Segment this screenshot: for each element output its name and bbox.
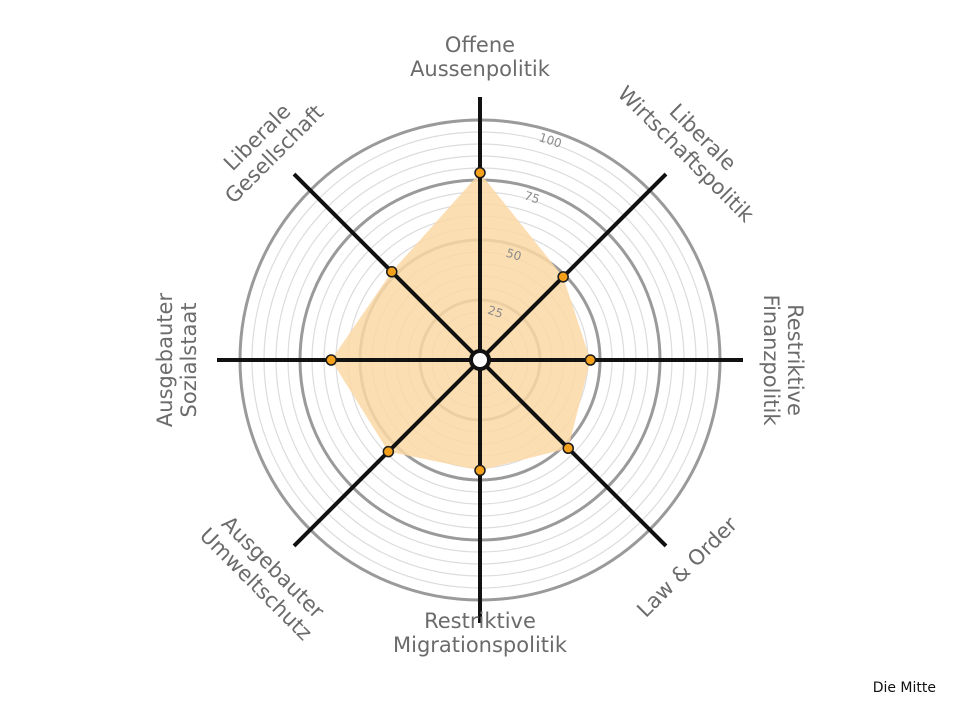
marker-2: [584, 354, 597, 366]
value-polygon: [331, 172, 591, 471]
tick-label-100: 100: [537, 130, 563, 150]
spoke-1: [478, 172, 668, 362]
tick-label-75: 75: [523, 189, 542, 207]
data-markers: [325, 167, 597, 477]
tick-labels: 25 50 75 100: [486, 130, 563, 321]
axis-label-2-line-1: Finanzpolitik: [759, 295, 783, 427]
center-hub: [469, 349, 491, 371]
axis-label-4-line-0: Restriktive: [424, 609, 536, 633]
tick-label-50: 50: [504, 246, 523, 264]
axis-label-0-line-1: Aussenpolitik: [410, 57, 551, 81]
tick-label-25: 25: [486, 303, 505, 321]
marker-5: [382, 445, 395, 458]
marker-0: [474, 167, 486, 179]
marker-6: [325, 354, 337, 366]
axis-label-4-line-1: Migrationspolitik: [393, 633, 568, 657]
party-name: Die Mitte: [872, 680, 936, 696]
marker-4: [474, 464, 486, 477]
marker-1: [557, 271, 569, 283]
marker-3: [562, 442, 574, 454]
data-area: [331, 172, 591, 471]
spoke-3: [478, 358, 668, 548]
axis-label-2-line-0: Restriktive: [783, 304, 807, 416]
spoke-7: [292, 172, 482, 362]
axis-label-6: Ausgebauter Sozialstaat: [153, 293, 201, 428]
axis-label-6-line-0: Ausgebauter: [153, 293, 177, 428]
marker-7: [386, 266, 398, 278]
axis-label-0-line-0: Offene: [445, 33, 515, 57]
axis-label-6-line-1: Sozialstaat: [177, 303, 201, 418]
